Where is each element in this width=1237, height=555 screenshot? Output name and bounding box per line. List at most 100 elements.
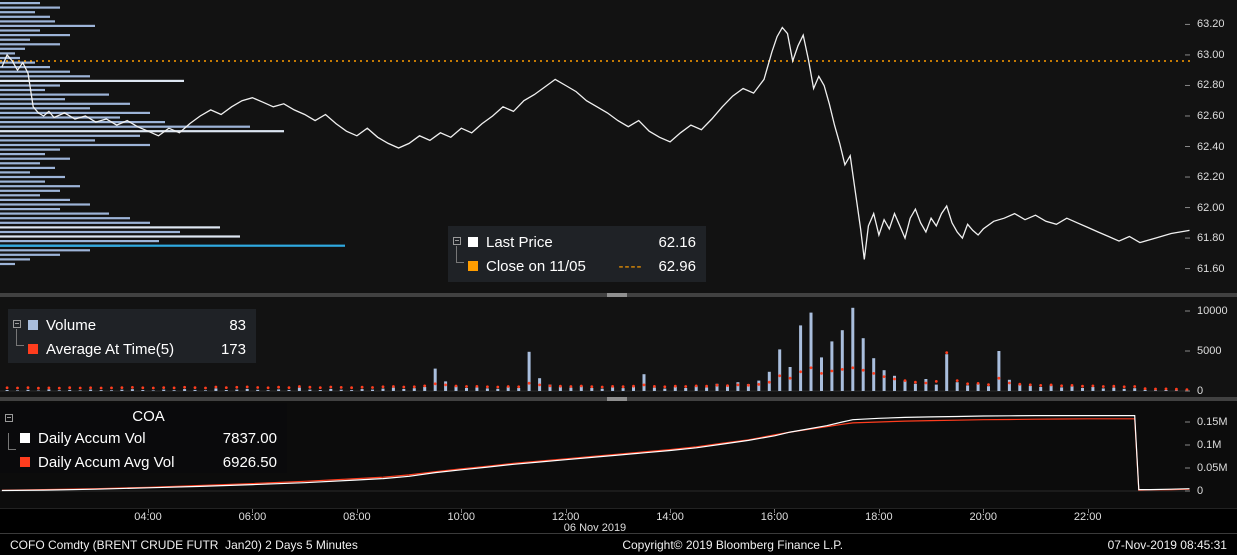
divider-handle[interactable] xyxy=(607,397,627,401)
volume-bar xyxy=(663,388,667,391)
volume-profile-bar xyxy=(0,11,35,14)
volume-chart[interactable] xyxy=(0,297,1190,397)
average-at-time-dot xyxy=(1060,384,1063,388)
volume-profile-bar xyxy=(0,185,80,188)
accum-volume-chart[interactable] xyxy=(0,401,1190,508)
accum-volume-panel[interactable]: 0.15M 0.1M 0.05M 0 COA Daily Accum Vol 7837… xyxy=(0,401,1237,508)
price-panel[interactable]: 63.20 63.00 62.80 62.60 62.40 62.20 62.00 61.80… xyxy=(0,0,1237,293)
date-label: 06 Nov 2019 xyxy=(563,522,627,534)
average-at-time-dot xyxy=(778,374,782,378)
average-at-time-dot xyxy=(110,386,113,390)
legend-toggle-icon[interactable] xyxy=(453,237,461,245)
volume-profile-bar xyxy=(0,2,40,5)
x-tick-mark xyxy=(670,509,672,513)
accum-y-tick: 0.1M xyxy=(1197,438,1222,451)
average-at-time-dot xyxy=(569,385,573,388)
x-axis-tick: 14:00 xyxy=(656,511,684,523)
average-at-time-dot xyxy=(78,386,82,390)
daily-accum-vol-legend-row[interactable]: Daily Accum Vol 7837.00 xyxy=(20,426,277,450)
volume-bar xyxy=(172,390,176,391)
last-price-value: 62.16 xyxy=(658,233,696,251)
volume-profile-bar xyxy=(0,171,30,174)
panel-divider[interactable] xyxy=(0,397,1237,401)
average-at-time-dot xyxy=(1175,387,1178,391)
legend-tree-line xyxy=(456,246,464,263)
average-at-time-dot xyxy=(934,380,938,383)
close-price-legend-row[interactable]: Close on 11/05 ---- 62.96 xyxy=(468,254,696,278)
volume-bar xyxy=(1007,379,1011,391)
legend-toggle-icon[interactable] xyxy=(13,320,21,328)
average-at-time-dot xyxy=(193,386,197,389)
volume-bar xyxy=(1070,386,1074,391)
average-at-time-dot xyxy=(788,376,792,380)
average-at-time-dot xyxy=(694,384,698,388)
average-at-time-dot xyxy=(298,385,301,388)
average-at-time-dot xyxy=(120,386,124,389)
volume-y-axis: 10000 5000 0 xyxy=(1190,297,1237,397)
average-at-time-dot xyxy=(736,383,740,387)
volume-bar xyxy=(183,389,187,391)
average-at-time-dot xyxy=(517,385,521,389)
status-bar: COFO Comdty (BRENT CRUDE FUTR Jan20) 2 D… xyxy=(0,533,1237,555)
volume-bar xyxy=(360,389,364,391)
volume-bar xyxy=(1060,387,1064,391)
average-at-time-dot xyxy=(256,386,260,389)
average-at-time-dot xyxy=(308,385,312,389)
volume-bar xyxy=(162,389,166,391)
average-at-time-dot xyxy=(454,384,458,388)
copyright-text: Copyright© 2019 Bloomberg Finance L.P. xyxy=(622,537,844,552)
volume-bar xyxy=(705,387,709,391)
volume-bar xyxy=(1091,387,1095,391)
average-at-time-dot xyxy=(1143,387,1147,390)
price-legend[interactable]: Last Price 62.16 Close on 11/05 ---- 62.… xyxy=(448,226,706,282)
average-at-time-dot xyxy=(799,370,802,374)
volume-legend-row[interactable]: Volume 83 xyxy=(28,313,246,337)
volume-y-tick: 0 xyxy=(1197,385,1204,397)
volume-profile-bar xyxy=(0,111,150,114)
average-at-time-dot xyxy=(851,366,855,370)
volume-profile-bar xyxy=(0,121,165,124)
volume-profile-bar xyxy=(0,47,25,50)
daily-accum-avg-vol-legend-row[interactable]: Daily Accum Avg Vol 6926.50 xyxy=(20,450,277,474)
average-at-time-dot xyxy=(392,385,395,388)
average-at-time-dot xyxy=(726,384,729,387)
volume-bar xyxy=(68,389,72,391)
average-at-time-dot xyxy=(433,382,437,386)
x-tick-mark xyxy=(1087,509,1089,513)
average-at-time-dot xyxy=(214,385,218,389)
legend-toggle-icon[interactable] xyxy=(5,414,13,422)
volume-bar xyxy=(308,389,312,391)
average-at-time-dot xyxy=(621,385,625,389)
x-axis-tick: 20:00 xyxy=(969,511,998,523)
volume-bar xyxy=(235,389,239,391)
volume-bar xyxy=(611,387,615,391)
volume-bar xyxy=(16,390,19,391)
volume-profile-bar xyxy=(0,194,40,197)
average-at-time-dot xyxy=(287,386,291,389)
volume-bar xyxy=(204,390,207,391)
last-price-legend-row[interactable]: Last Price 62.16 xyxy=(468,230,696,254)
x-axis-tick: 08:00 xyxy=(343,511,371,523)
volume-panel[interactable]: 10000 5000 0 Volume 83 Average At Time(5) … xyxy=(0,297,1237,397)
average-at-time-dot xyxy=(600,385,604,389)
daily-accum-avg-vol-label: Daily Accum Avg Vol xyxy=(38,453,175,471)
volume-profile-bar xyxy=(0,43,60,46)
volume-bar xyxy=(402,388,406,391)
volume-bar xyxy=(318,390,322,391)
volume-bar xyxy=(1039,387,1043,391)
average-at-time-dot xyxy=(141,386,145,390)
volume-y-tick: 10000 xyxy=(1197,305,1228,317)
average-at-time-dot xyxy=(548,384,552,388)
volume-profile-bar xyxy=(0,79,184,82)
accum-legend[interactable]: COA Daily Accum Vol 7837.00 Daily Accum … xyxy=(0,403,287,473)
average-at-time-legend-row[interactable]: Average At Time(5) 173 xyxy=(28,337,246,361)
volume-bar xyxy=(976,383,980,391)
volume-legend[interactable]: Volume 83 Average At Time(5) 173 xyxy=(8,309,256,363)
panel-divider[interactable] xyxy=(0,293,1237,297)
price-y-tick: 62.20 xyxy=(1197,171,1225,184)
volume-bar xyxy=(371,389,374,391)
volume-bar xyxy=(569,387,573,391)
price-chart[interactable] xyxy=(0,0,1190,293)
divider-handle[interactable] xyxy=(607,293,627,297)
